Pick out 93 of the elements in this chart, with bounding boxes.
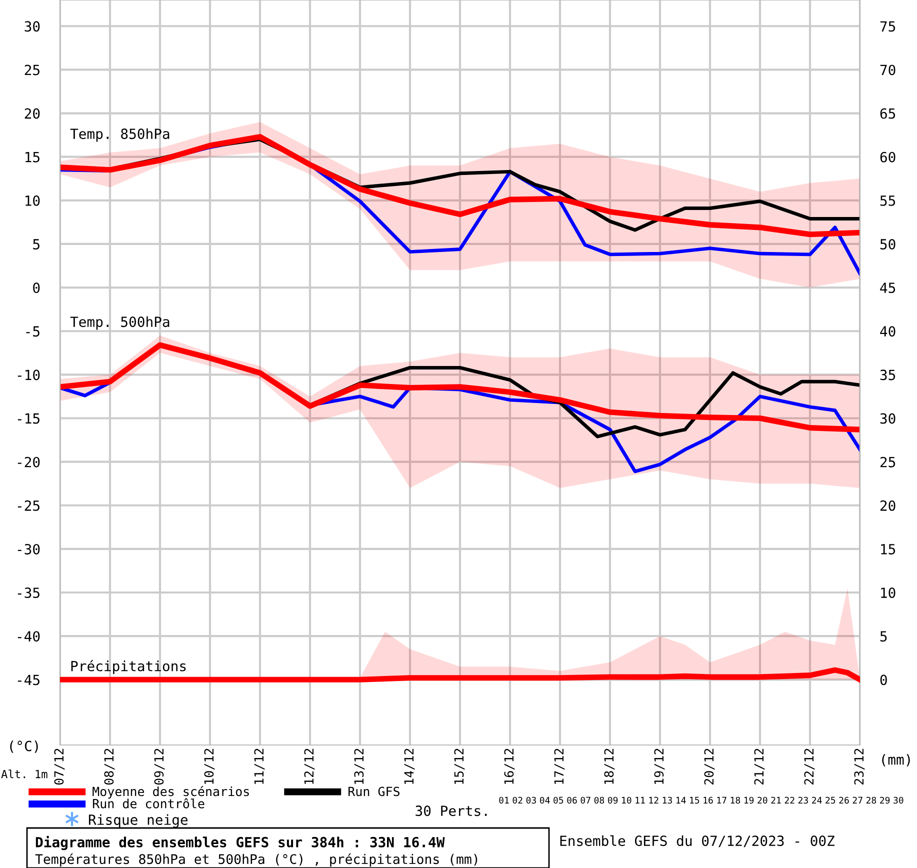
y2-tick-label: 70 <box>880 64 896 76</box>
annotation: Précipitations <box>71 660 186 674</box>
x-tick-label: 14/12 <box>404 748 415 784</box>
text: 30 Perts. <box>416 806 487 816</box>
text: 18 <box>730 796 740 804</box>
text: 06 <box>567 796 577 804</box>
x-tick-label: 12/12 <box>304 748 315 784</box>
y2-tick-label: 0 <box>880 674 887 686</box>
text: 27 <box>852 796 862 804</box>
y-tick-label: 10 <box>26 195 40 206</box>
y-tick-label: 0 <box>33 282 40 294</box>
x-tick-label: 09/12 <box>154 748 165 785</box>
annotation: Temp. 850hPa <box>70 128 170 142</box>
y-tick-label: -40 <box>18 631 40 642</box>
text: 26 <box>839 796 849 804</box>
text: Températures 850hPa et 500hPa (°C) , précipitations (mm) <box>35 853 478 867</box>
y2-tick-label: 30 <box>880 413 896 424</box>
annotation: Temp. 500hPa <box>70 316 170 330</box>
x-tick-label: 11/12 <box>254 748 265 784</box>
y2-tick-label: 40 <box>880 326 896 337</box>
legend-label: Run de contrôle <box>92 798 204 808</box>
text: 10 <box>622 796 632 804</box>
y-tick-label: -45 <box>18 674 40 686</box>
x-tick-label: 15/12 <box>454 748 465 784</box>
text: 13 <box>662 796 672 804</box>
text: 03 <box>526 796 536 804</box>
text: 05 <box>554 796 564 804</box>
x-tick-label: 10/12 <box>204 748 215 784</box>
text: 07 <box>580 796 590 804</box>
y-tick-label: 5 <box>33 239 40 250</box>
x-tick-label: 23/12 <box>854 748 865 784</box>
y-tick-label: -5 <box>26 326 40 337</box>
text: Alt. 1m <box>1 770 48 778</box>
y2-tick-label: 50 <box>880 238 896 250</box>
y-tick-label: 20 <box>24 108 40 119</box>
text: 22 <box>784 796 794 804</box>
y2-tick-label: 55 <box>880 196 896 206</box>
text: 29 <box>880 796 890 804</box>
text: 19 <box>744 796 754 804</box>
y-tick-label: -30 <box>18 544 40 554</box>
y-tick-label: -35 <box>18 588 40 598</box>
y2-tick-label: 35 <box>880 370 896 380</box>
text: 04 <box>540 796 550 804</box>
x-tick-label: 21/12 <box>754 748 765 784</box>
y2-axis-title: (mm) <box>882 754 910 766</box>
y-tick-label: -25 <box>18 500 40 511</box>
y-tick-label: -20 <box>18 456 40 468</box>
x-tick-label: 20/12 <box>704 748 715 784</box>
x-tick-label: 18/12 <box>604 748 615 784</box>
text: 21 <box>771 796 781 804</box>
text: 14 <box>676 796 686 804</box>
x-tick-label: 13/12 <box>354 748 365 784</box>
x-tick-label: 19/12 <box>654 748 665 784</box>
text: 02 <box>512 796 522 804</box>
x-tick-label: 08/12 <box>104 748 115 785</box>
text: 15 <box>690 796 700 804</box>
y2-tick-label: 45 <box>880 282 896 294</box>
y-tick-label: 30 <box>24 21 40 32</box>
y-tick-label: 25 <box>24 64 40 76</box>
text: Diagramme des ensembles GEFS sur 384h : 33N 16.4W <box>36 836 445 850</box>
text: 01 <box>499 796 509 804</box>
text: 17 <box>717 796 726 804</box>
text: 20 <box>758 796 768 804</box>
y2-tick-label: 75 <box>880 21 896 32</box>
text: Risque neige <box>88 814 188 828</box>
x-tick-label: 16/12 <box>504 748 515 784</box>
text: 09 <box>608 796 618 804</box>
text: 25 <box>826 796 836 804</box>
text: 16 <box>704 796 713 804</box>
text: Ensemble GEFS du 07/12/2023 - 00Z <box>560 835 835 848</box>
y2-tick-label: 5 <box>880 631 887 642</box>
text: 30 <box>894 796 904 804</box>
y-axis-title: (°C) <box>10 740 38 753</box>
y2-tick-label: 60 <box>880 152 896 162</box>
y2-tick-label: 20 <box>880 500 896 511</box>
y2-tick-label: 25 <box>880 456 896 468</box>
y-tick-label: -10 <box>18 370 40 380</box>
y-tick-label: -15 <box>18 413 40 424</box>
y-tick-label: 15 <box>26 152 40 162</box>
x-tick-label: 22/12 <box>804 748 815 784</box>
y2-tick-label: 15 <box>881 544 896 554</box>
text: 11 <box>636 796 645 804</box>
x-tick-label: 17/12 <box>554 748 565 784</box>
y2-tick-label: 65 <box>880 108 896 119</box>
text: 08 <box>594 796 604 804</box>
x-tick-label: 07/12 <box>54 748 65 785</box>
text: 12 <box>649 796 658 804</box>
y2-tick-label: 10 <box>881 588 896 598</box>
legend-label: Run GFS <box>348 786 400 796</box>
text: 24 <box>812 796 822 804</box>
text: 28 <box>866 796 876 804</box>
legend-label: Moyenne des scénarios <box>92 786 249 799</box>
text: 23 <box>798 796 808 804</box>
